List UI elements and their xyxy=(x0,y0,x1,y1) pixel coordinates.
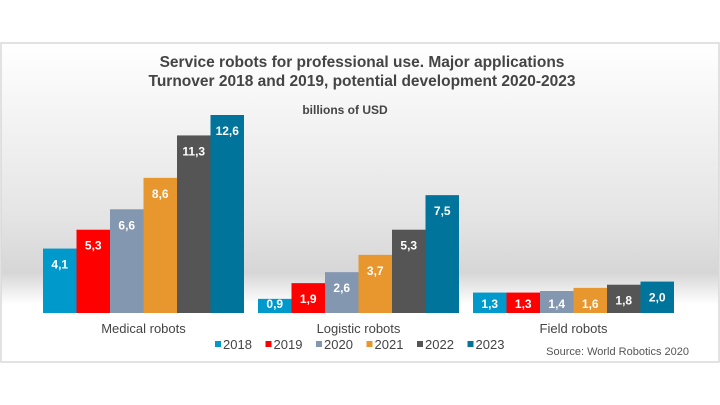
bar-2018-1 xyxy=(258,298,292,313)
bar-2021-2 xyxy=(573,287,607,313)
data-label: 11,3 xyxy=(182,144,205,158)
bars: 4,1 5,3 6,6 8,6 11,3 12,6 0,9 1,9 2,6 3,7 5,3 7,5 1,… xyxy=(43,115,674,313)
data-label: 5,3 xyxy=(85,239,102,253)
category-labels: Medical robots Logistic robots Field robot… xyxy=(101,321,608,336)
data-label: 0,9 xyxy=(266,297,283,311)
bar-2020-1 xyxy=(325,272,359,313)
bar-2019-1 xyxy=(291,283,325,313)
data-label: 1,6 xyxy=(582,297,599,311)
legend-swatch-2018 xyxy=(215,341,221,347)
chart-title-line-1: Service robots for professional use. Maj… xyxy=(160,54,565,71)
data-label: 3,7 xyxy=(367,264,384,278)
bar-2020-0 xyxy=(110,209,144,313)
legend: 2018 2019 2020 2021 2022 2023 xyxy=(215,337,504,352)
bar-2020-2 xyxy=(540,291,574,313)
chart-frame xyxy=(0,42,720,363)
category-label: Medical robots xyxy=(101,321,186,336)
bar-2018-2 xyxy=(473,292,507,313)
bar-2018-0 xyxy=(43,248,77,313)
data-label: 1,9 xyxy=(300,292,317,306)
source-note: Source: World Robotics 2020 xyxy=(546,346,689,358)
data-label: 7,5 xyxy=(434,204,451,218)
legend-swatch-2022 xyxy=(417,341,423,347)
data-label: 12,6 xyxy=(216,124,240,138)
legend-label: 2021 xyxy=(375,337,404,352)
data-label: 2,0 xyxy=(649,291,666,305)
bar-2022-2 xyxy=(607,284,641,313)
bar-2022-0 xyxy=(177,135,211,313)
legend-swatch-2019 xyxy=(265,341,272,347)
legend-label: 2019 xyxy=(274,337,303,352)
bar-2021-1 xyxy=(358,254,392,313)
data-label: 1,3 xyxy=(481,297,498,311)
legend-label: 2018 xyxy=(223,337,252,352)
data-label: 1,8 xyxy=(615,294,632,308)
data-label: 1,4 xyxy=(548,297,565,311)
legend-label: 2020 xyxy=(324,337,353,352)
legend-swatch-2020 xyxy=(316,341,322,347)
category-label: Field robots xyxy=(540,321,608,336)
data-label: 1,3 xyxy=(515,297,532,311)
legend-label: 2023 xyxy=(476,337,505,352)
bar-2023-0 xyxy=(210,115,244,313)
data-label: 6,6 xyxy=(118,218,135,232)
legend-swatch-2023 xyxy=(467,341,474,347)
unit-label: billions of USD xyxy=(302,103,388,117)
bar-2021-0 xyxy=(143,177,177,313)
bar-2023-2 xyxy=(640,281,674,313)
data-label: 4,1 xyxy=(51,258,68,272)
legend-swatch-2021 xyxy=(366,341,373,347)
bar-2019-0 xyxy=(76,229,110,313)
bar-2023-1 xyxy=(425,195,459,313)
category-label: Logistic robots xyxy=(317,321,401,336)
legend-label: 2022 xyxy=(425,337,454,352)
data-label: 5,3 xyxy=(400,239,417,253)
bar-2022-1 xyxy=(392,229,426,313)
chart-title-line-2: Turnover 2018 and 2019, potential develo… xyxy=(149,73,576,90)
data-label: 2,6 xyxy=(333,281,350,295)
bar-2019-2 xyxy=(506,292,540,313)
data-label: 8,6 xyxy=(152,187,169,201)
